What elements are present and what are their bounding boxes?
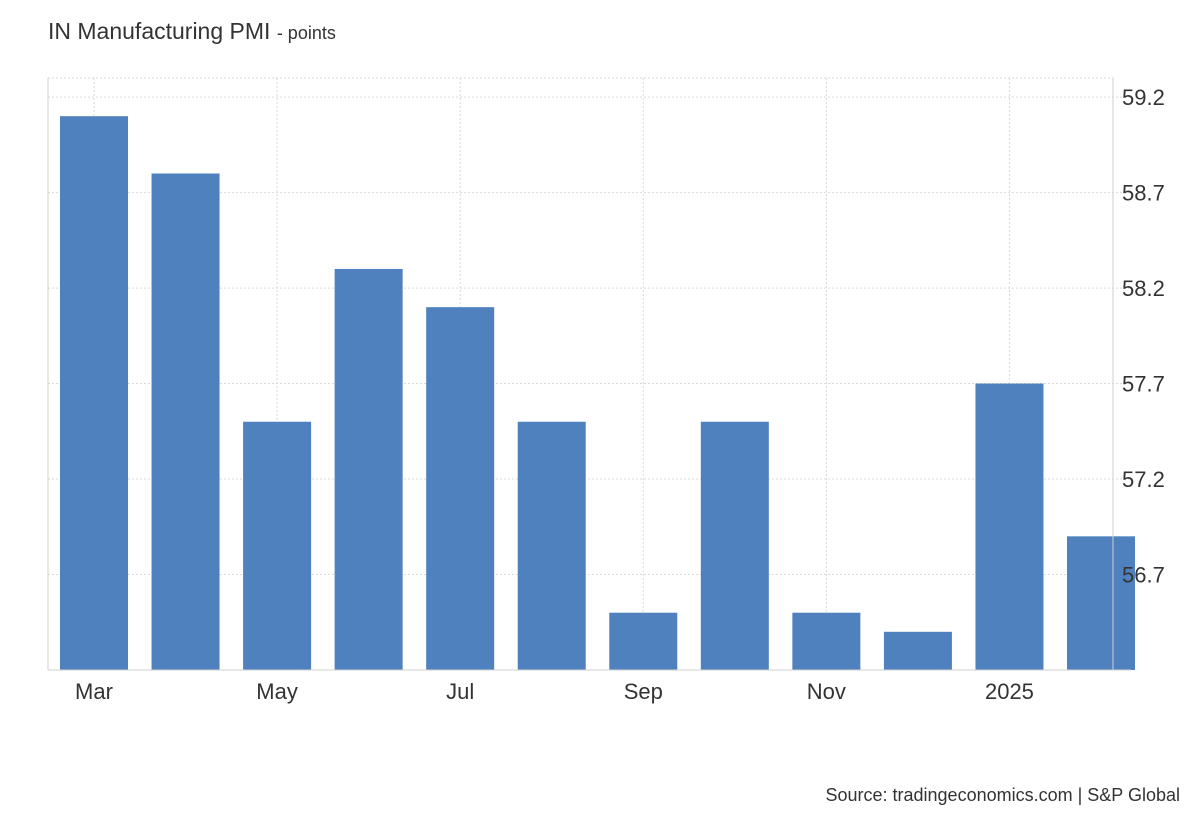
- bar-aug: [517, 421, 586, 670]
- bar-series: [60, 116, 1135, 671]
- y-tick-label: 59.2: [1122, 85, 1165, 110]
- y-tick-label: 58.7: [1122, 181, 1165, 206]
- axes: [47, 78, 1131, 671]
- x-tick-label: Nov: [807, 679, 846, 704]
- y-tick-label: 58.2: [1122, 276, 1165, 301]
- bar-apr: [151, 173, 220, 670]
- x-tick-label: Sep: [624, 679, 663, 704]
- bar-jun: [334, 268, 403, 670]
- bar-2025: [975, 383, 1044, 670]
- source-credit: Source: tradingeconomics.com | S&P Globa…: [825, 785, 1180, 805]
- chart-title-text: IN Manufacturing PMI: [48, 18, 271, 44]
- bar-jul: [426, 307, 495, 670]
- y-tick-label: 57.7: [1122, 372, 1165, 397]
- bar-sep: [609, 612, 678, 670]
- chart-title: IN Manufacturing PMI - points: [48, 18, 336, 45]
- bar-dec: [883, 631, 952, 670]
- x-tick-label: Jul: [446, 679, 474, 704]
- chart-subtitle: - points: [276, 23, 336, 43]
- x-tick-label: Mar: [75, 679, 113, 704]
- x-tick-label: 2025: [985, 679, 1034, 704]
- bar-oct: [700, 421, 769, 670]
- bar-may: [243, 421, 312, 670]
- bar-nov: [792, 612, 861, 670]
- x-tick-label: May: [256, 679, 298, 704]
- y-tick-label: 57.2: [1122, 467, 1165, 492]
- bar-mar: [60, 116, 128, 671]
- y-tick-label: 56.7: [1122, 563, 1165, 588]
- bar-feb: [1067, 536, 1135, 670]
- tick-labels: 59.2 58.7 58.2 57.7 57.2 56.7 Mar May Jul Sep Nov 2…: [75, 85, 1165, 704]
